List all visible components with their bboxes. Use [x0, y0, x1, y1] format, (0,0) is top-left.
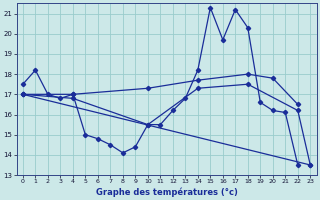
X-axis label: Graphe des températures (°c): Graphe des températures (°c)	[96, 187, 237, 197]
